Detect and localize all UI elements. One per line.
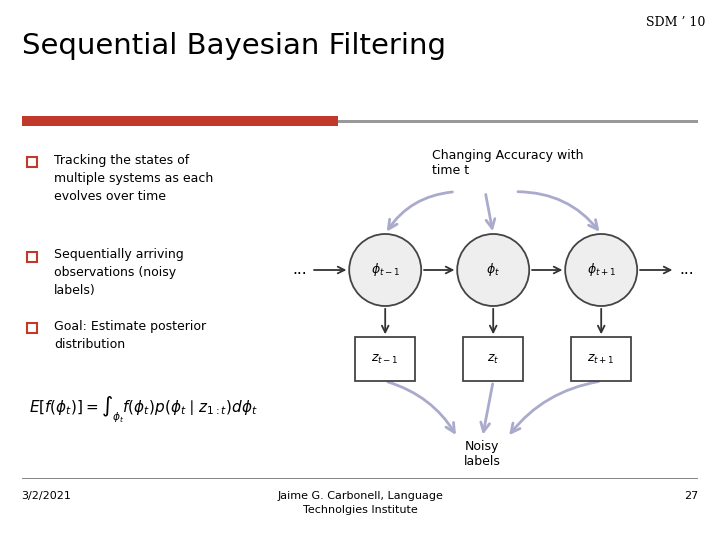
Text: Changing Accuracy with
time t: Changing Accuracy with time t <box>432 148 583 177</box>
Bar <box>27 323 37 333</box>
Text: $\phi_t$: $\phi_t$ <box>486 261 500 279</box>
Bar <box>22 478 698 480</box>
Bar <box>27 252 37 261</box>
Text: Sequential Bayesian Filtering: Sequential Bayesian Filtering <box>22 32 446 60</box>
Text: $E[f(\phi_t)] = \int_{\phi_t} f(\phi_t)p(\phi_t \mid z_{1:t})d\phi_t$: $E[f(\phi_t)] = \int_{\phi_t} f(\phi_t)p… <box>29 394 258 424</box>
Bar <box>22 116 338 126</box>
Text: 3/2/2021: 3/2/2021 <box>22 491 71 502</box>
Text: SDM ’ 10: SDM ’ 10 <box>647 16 706 29</box>
Text: $\phi_{t+1}$: $\phi_{t+1}$ <box>587 261 616 279</box>
Text: $z_t$: $z_t$ <box>487 353 500 366</box>
Text: Noisy
labels: Noisy labels <box>464 440 501 468</box>
Bar <box>463 337 523 381</box>
Text: $\phi_{t-1}$: $\phi_{t-1}$ <box>371 261 400 279</box>
Text: Jaime G. Carbonell, Language
Technolgies Institute: Jaime G. Carbonell, Language Technolgies… <box>277 491 443 515</box>
Ellipse shape <box>349 234 421 306</box>
Ellipse shape <box>565 234 637 306</box>
Text: $z_{t-1}$: $z_{t-1}$ <box>372 353 399 366</box>
Text: ...: ... <box>679 262 694 278</box>
Text: $z_{t+1}$: $z_{t+1}$ <box>588 353 615 366</box>
Ellipse shape <box>457 234 529 306</box>
Bar <box>22 120 698 123</box>
Bar <box>571 337 631 381</box>
Text: Tracking the states of
multiple systems as each
evolves over time: Tracking the states of multiple systems … <box>54 154 213 203</box>
Bar <box>355 337 415 381</box>
Text: Sequentially arriving
observations (noisy
labels): Sequentially arriving observations (nois… <box>54 248 184 298</box>
Bar <box>27 157 37 167</box>
Text: 27: 27 <box>684 491 698 502</box>
Text: ...: ... <box>292 262 307 278</box>
Text: Goal: Estimate posterior
distribution: Goal: Estimate posterior distribution <box>54 320 206 351</box>
